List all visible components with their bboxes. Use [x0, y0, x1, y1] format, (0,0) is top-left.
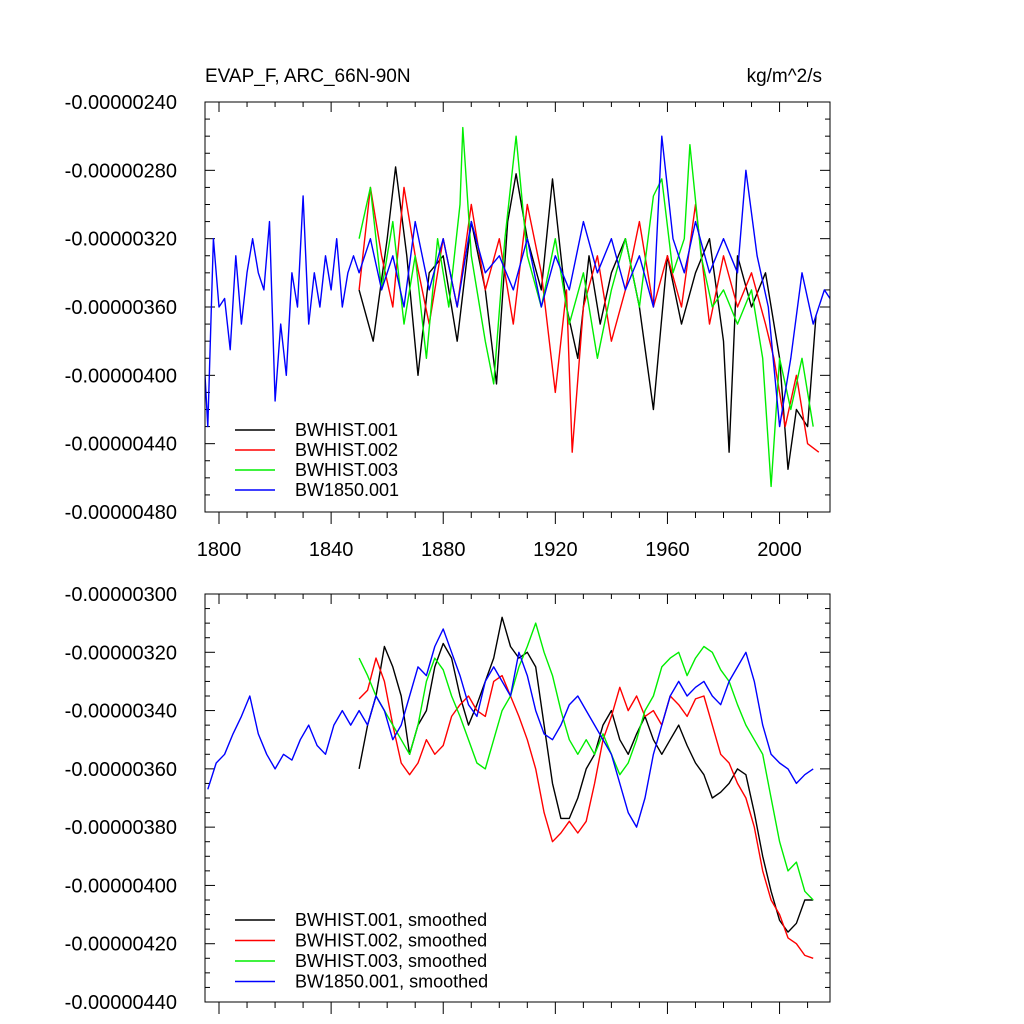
top-panel-frame — [204, 101, 831, 513]
top-panel: EVAP_F, ARC_66N-90N kg/m^2/s -0.00000240… — [65, 66, 831, 561]
y-tick-label: -0.00000280 — [65, 160, 177, 182]
x-tick-label: 2000 — [757, 539, 802, 561]
legend-label: BWHIST.002 — [295, 440, 398, 460]
x-tick-label: 1920 — [533, 539, 578, 561]
series-line-3 — [358, 622, 814, 901]
x-tick-label: 1880 — [421, 539, 466, 561]
y-tick-label: -0.00000320 — [65, 229, 177, 251]
series-line-4 — [207, 628, 814, 828]
y-tick-label: -0.00000400 — [65, 875, 177, 897]
legend-label: BWHIST.001 — [295, 420, 398, 440]
y-tick-label: -0.00000360 — [65, 759, 177, 781]
legend-label: BWHIST.003, smoothed — [295, 951, 487, 971]
y-tick-label: -0.00000340 — [65, 701, 177, 723]
bottom-panel-axes: -0.00000300 -0.00000320 -0.00000340 -0.0000… — [65, 584, 830, 1014]
legend-label: BWHIST.003 — [295, 460, 398, 480]
series-line-4 — [205, 135, 830, 428]
y-tick-label: -0.00000420 — [65, 934, 177, 956]
series-line-3 — [358, 126, 814, 488]
legend-label: BW1850.001 — [295, 480, 399, 500]
series-line-1 — [358, 166, 817, 470]
y-tick-label: -0.00000240 — [65, 92, 177, 114]
legend-label: BWHIST.001, smoothed — [295, 910, 487, 930]
y-tick-label: -0.00000400 — [65, 365, 177, 387]
top-panel-title: EVAP_F, ARC_66N-90N — [205, 66, 411, 87]
y-tick-label: -0.00000320 — [65, 642, 177, 664]
y-tick-label: -0.00000440 — [65, 992, 177, 1014]
x-tick-label: 1840 — [309, 539, 354, 561]
y-tick-label: -0.00000380 — [65, 817, 177, 839]
top-panel-series — [205, 126, 830, 488]
bottom-panel-series — [207, 616, 814, 959]
x-tick-label: 1960 — [645, 539, 690, 561]
y-tick-label: -0.00000480 — [65, 502, 177, 524]
bottom-panel-frame — [204, 593, 831, 1003]
bottom-panel: -0.00000300 -0.00000320 -0.00000340 -0.0000… — [65, 584, 831, 1014]
top-panel-units: kg/m^2/s — [747, 66, 822, 87]
series-line-1 — [358, 616, 814, 933]
y-tick-label: -0.00000300 — [65, 584, 177, 606]
top-panel-axes: -0.00000240 -0.00000280 -0.00000320 -0.0000… — [65, 92, 830, 561]
legend-label: BWHIST.002, smoothed — [295, 931, 487, 951]
x-tick-label: 1800 — [197, 539, 242, 561]
y-tick-label: -0.00000440 — [65, 434, 177, 456]
legend-label: BW1850.001, smoothed — [295, 972, 488, 992]
series-line-2 — [358, 657, 814, 959]
y-tick-label: -0.00000360 — [65, 297, 177, 319]
